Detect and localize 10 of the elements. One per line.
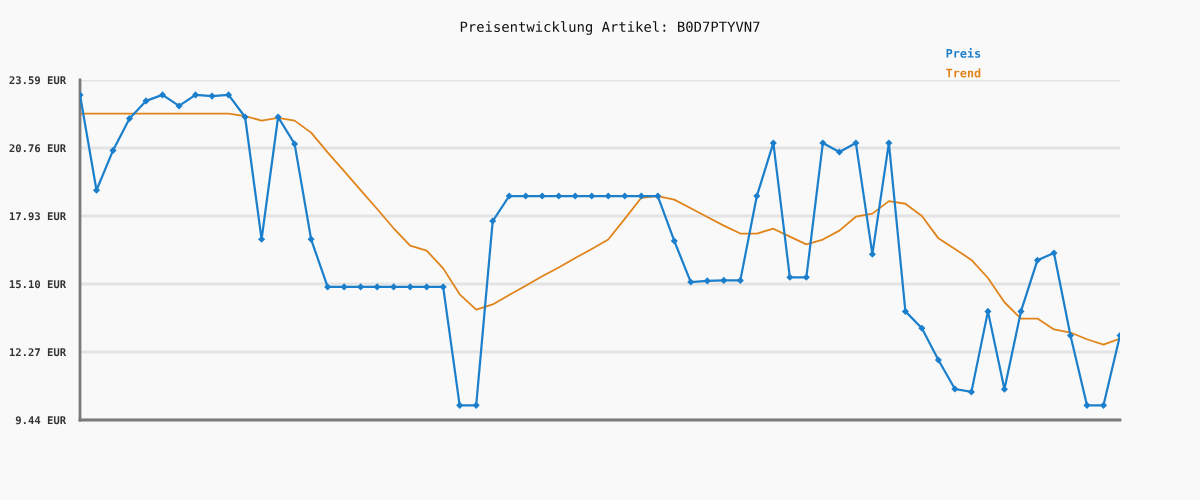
y-tick-label: 9.44 EUR [15, 416, 67, 425]
text: Trend [946, 68, 981, 78]
y-tick-label: 17.93 EUR [9, 212, 67, 221]
y-tick-label: 12.27 EUR [9, 348, 67, 357]
y-tick-label: 23.59 EUR [9, 76, 67, 85]
y-tick-label: 20.76 EUR [9, 144, 67, 153]
text: Preis [946, 48, 981, 58]
chart-title: Preisentwicklung Artikel: B0D7PTYVN7 [460, 21, 760, 35]
y-tick-label: 15.10 EUR [9, 280, 67, 289]
line-series [80, 112, 1120, 346]
